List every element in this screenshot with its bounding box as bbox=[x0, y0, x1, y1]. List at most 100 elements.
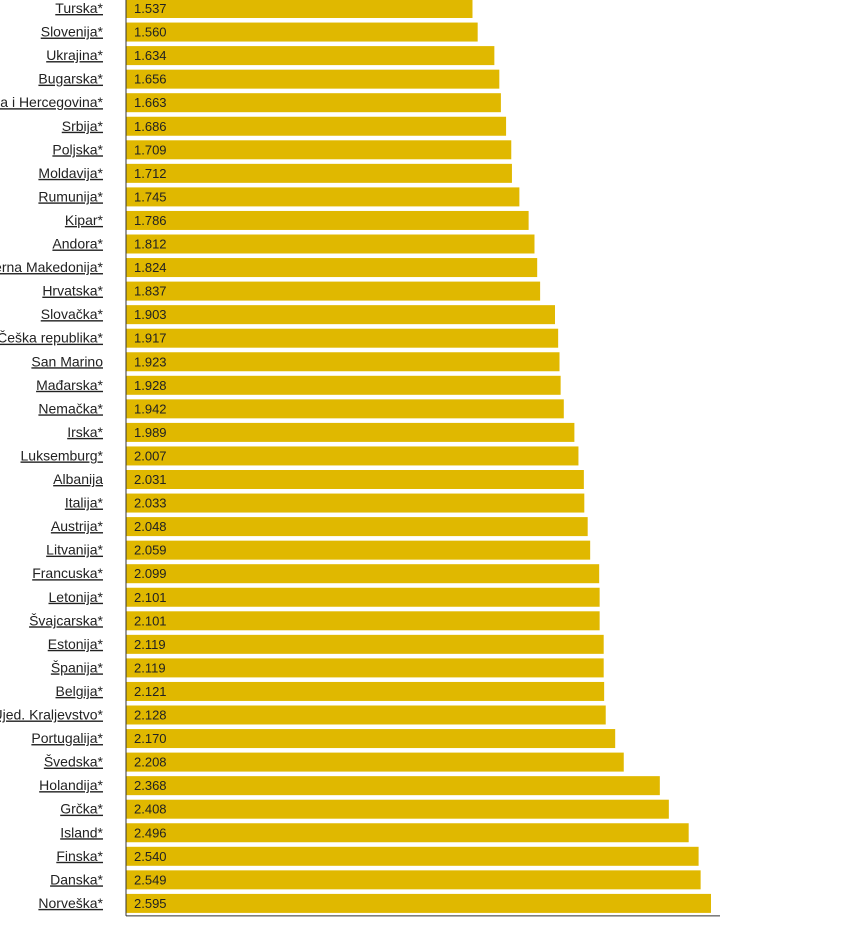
category-label[interactable]: Hrvatska* bbox=[42, 283, 103, 299]
bar-12 bbox=[126, 281, 541, 301]
category-label[interactable]: Slovačka* bbox=[41, 306, 104, 322]
bar-13 bbox=[126, 305, 555, 325]
value-label: 2.119 bbox=[134, 637, 166, 652]
category-label[interactable]: Albanija bbox=[53, 471, 103, 487]
value-label: 2.496 bbox=[134, 825, 167, 840]
value-label: 2.059 bbox=[134, 543, 167, 558]
bar-31 bbox=[126, 729, 616, 749]
bar-8 bbox=[126, 187, 520, 207]
category-label[interactable]: Moldavija* bbox=[38, 165, 103, 181]
value-label: 1.663 bbox=[134, 95, 167, 110]
value-label: 2.595 bbox=[134, 896, 167, 911]
category-label[interactable]: Turska* bbox=[55, 0, 103, 16]
bar-1 bbox=[126, 22, 478, 42]
value-label: 1.709 bbox=[134, 142, 167, 157]
category-label[interactable]: Holandija* bbox=[39, 777, 103, 793]
category-label[interactable]: Francuska* bbox=[32, 565, 103, 581]
category-label[interactable]: Ukrajina* bbox=[46, 47, 103, 63]
category-label[interactable]: Rumunija* bbox=[38, 188, 103, 204]
category-label[interactable]: Španija* bbox=[51, 659, 104, 675]
value-label: 2.540 bbox=[134, 849, 167, 864]
category-labels-group: Turska* Slovenija* Ukrajina* Bugarska* Bosna… bbox=[0, 0, 104, 911]
category-label[interactable]: Nemačka* bbox=[38, 400, 103, 416]
category-label[interactable]: Luksemburg* bbox=[21, 447, 104, 463]
value-label: 1.656 bbox=[134, 72, 167, 87]
value-label: 1.537 bbox=[134, 1, 167, 16]
value-label: 1.786 bbox=[134, 213, 167, 228]
category-label[interactable]: Litvanija* bbox=[46, 542, 103, 558]
bar-9 bbox=[126, 210, 529, 230]
value-label: 1.928 bbox=[134, 378, 167, 393]
value-label: 2.033 bbox=[134, 496, 167, 511]
bar-33 bbox=[126, 776, 660, 796]
value-label: 1.989 bbox=[134, 425, 167, 440]
bar-25 bbox=[126, 587, 600, 607]
bar-14 bbox=[126, 328, 559, 348]
value-label: 1.942 bbox=[134, 401, 167, 416]
category-label[interactable]: Estonija* bbox=[48, 636, 104, 652]
category-label[interactable]: Italija* bbox=[65, 495, 104, 511]
category-label[interactable]: Irska* bbox=[67, 424, 103, 440]
value-label: 1.917 bbox=[134, 331, 167, 346]
bar-7 bbox=[126, 163, 512, 183]
bar-5 bbox=[126, 116, 507, 136]
category-label[interactable]: Belgija* bbox=[56, 683, 104, 699]
category-label[interactable]: Mađarska* bbox=[36, 377, 103, 393]
bar-37 bbox=[126, 870, 701, 890]
value-label: 2.101 bbox=[134, 590, 167, 605]
category-label[interactable]: Poljska* bbox=[52, 141, 103, 157]
category-label[interactable]: Norveška* bbox=[38, 895, 103, 911]
category-label[interactable]: Severna Makedonija* bbox=[0, 259, 104, 275]
value-label: 2.101 bbox=[134, 613, 167, 628]
value-label: 1.837 bbox=[134, 284, 167, 299]
category-label[interactable]: Kipar* bbox=[65, 212, 104, 228]
value-label: 1.923 bbox=[134, 354, 167, 369]
bar-26 bbox=[126, 611, 600, 631]
category-label[interactable]: Srbija* bbox=[62, 118, 104, 134]
category-label[interactable]: Slovenija* bbox=[41, 24, 104, 40]
category-label[interactable]: Danska* bbox=[50, 871, 103, 887]
bar-34 bbox=[126, 799, 669, 819]
category-label[interactable]: Portugalija* bbox=[31, 730, 103, 746]
category-label[interactable]: Island* bbox=[60, 824, 103, 840]
bar-18 bbox=[126, 422, 575, 442]
value-label: 1.634 bbox=[134, 48, 167, 63]
bar-16 bbox=[126, 375, 561, 395]
bar-38 bbox=[126, 893, 711, 913]
value-label: 1.903 bbox=[134, 307, 167, 322]
bar-17 bbox=[126, 399, 564, 419]
bar-21 bbox=[126, 493, 585, 513]
category-label[interactable]: Andora* bbox=[52, 236, 103, 252]
value-label: 2.549 bbox=[134, 872, 167, 887]
value-label: 2.048 bbox=[134, 519, 167, 534]
value-label: 1.686 bbox=[134, 119, 167, 134]
bar-11 bbox=[126, 258, 538, 278]
value-label: 2.208 bbox=[134, 755, 167, 770]
value-label: 2.408 bbox=[134, 802, 167, 817]
value-label: 2.121 bbox=[134, 684, 167, 699]
bar-3 bbox=[126, 69, 500, 89]
category-label[interactable]: Švedska* bbox=[44, 754, 104, 770]
category-label[interactable]: Finska* bbox=[56, 848, 103, 864]
category-label[interactable]: Bosna i Hercegovina* bbox=[0, 94, 104, 110]
category-label[interactable]: Letonija* bbox=[49, 589, 104, 605]
bar-32 bbox=[126, 752, 624, 772]
bar-4 bbox=[126, 93, 501, 113]
value-label: 1.560 bbox=[134, 25, 167, 40]
category-label[interactable]: Grčka* bbox=[60, 801, 103, 817]
category-label[interactable]: San Marino bbox=[31, 353, 103, 369]
value-label: 2.007 bbox=[134, 448, 167, 463]
bar-30 bbox=[126, 705, 606, 725]
category-label[interactable]: Češka republika* bbox=[0, 330, 104, 346]
category-label[interactable]: Austrija* bbox=[51, 518, 104, 534]
category-label[interactable]: Ujed. Kraljevstvo* bbox=[0, 707, 104, 723]
bar-15 bbox=[126, 352, 560, 372]
value-label: 2.099 bbox=[134, 566, 167, 581]
category-label[interactable]: Švajcarska* bbox=[29, 612, 103, 628]
value-label: 2.368 bbox=[134, 778, 167, 793]
bar-19 bbox=[126, 446, 579, 466]
value-label: 2.128 bbox=[134, 708, 167, 723]
category-label[interactable]: Bugarska* bbox=[38, 71, 103, 87]
bar-6 bbox=[126, 140, 512, 160]
